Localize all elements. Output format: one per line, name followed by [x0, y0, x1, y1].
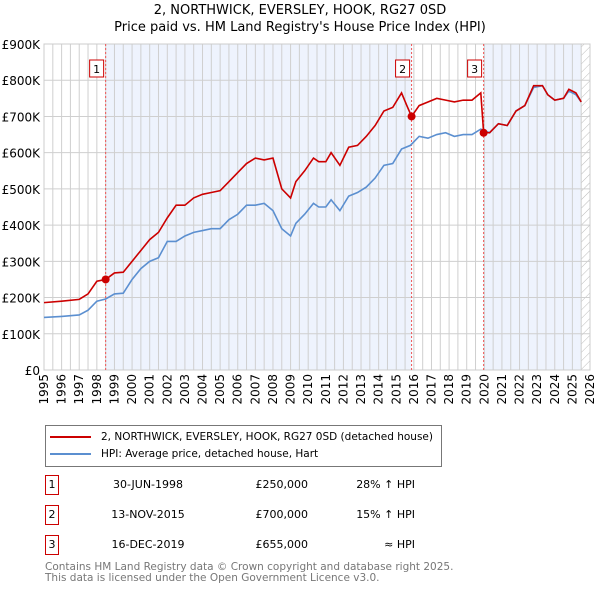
sale-point — [101, 275, 110, 284]
sale-point — [407, 112, 416, 121]
x-tick-label: 2008 — [266, 374, 280, 405]
sale-row: 2 13-NOV-2015 £700,000 15% ↑ HPI — [45, 505, 465, 527]
x-tick-label: 2001 — [143, 374, 157, 405]
sale-label-box — [467, 59, 483, 78]
y-tick-label: £100K — [2, 328, 42, 342]
y-tick-label: £800K — [2, 74, 42, 88]
x-tick-label: 2014 — [372, 374, 386, 405]
sale-price: £655,000 — [255, 538, 309, 551]
licence-notice: This data is licensed under the Open Gov… — [45, 572, 380, 584]
x-tick-label: 2025 — [565, 374, 579, 405]
x-tick-label: 1995 — [37, 374, 51, 405]
sale-number-badge: 3 — [45, 535, 59, 555]
x-tick-label: 2018 — [442, 374, 456, 405]
x-tick-label: 2007 — [248, 374, 262, 405]
sale-number-badge: 1 — [45, 475, 59, 495]
x-tick-label: 2017 — [424, 374, 438, 405]
shaded-period — [105, 44, 412, 370]
sale-point — [479, 128, 488, 137]
sale-label-number: 3 — [471, 63, 478, 76]
x-tick-label: 2019 — [460, 374, 474, 405]
x-tick-label: 2002 — [160, 374, 174, 405]
plot-border — [43, 43, 591, 371]
sale-hpi-comparison: 15% ↑ HPI — [356, 508, 415, 521]
sale-row: 1 30-JUN-1998 £250,000 28% ↑ HPI — [45, 475, 465, 497]
shaded-period — [483, 44, 582, 370]
sale-date: 16-DEC-2019 — [111, 538, 185, 551]
x-tick-label: 1996 — [55, 374, 69, 405]
x-tick-label: 2023 — [530, 374, 544, 405]
x-tick-label: 2010 — [301, 374, 315, 405]
x-tick-label: 2005 — [213, 374, 227, 405]
sale-date: 30-JUN-1998 — [112, 478, 184, 491]
property-price-line — [43, 84, 582, 304]
chart-title: 2, NORTHWICK, EVERSLEY, HOOK, RG27 0SD — [153, 3, 447, 18]
legend-item-hpi: HPI: Average price, detached house, Hart — [50, 446, 318, 462]
sale-price: £250,000 — [255, 478, 309, 491]
forecast-hatch — [581, 44, 590, 370]
y-tick-label: £400K — [2, 219, 42, 233]
x-tick-label: 2006 — [231, 374, 245, 405]
sale-price: £700,000 — [255, 508, 309, 521]
x-tick-label: 2016 — [407, 374, 421, 405]
x-tick-label: 1998 — [90, 374, 104, 405]
x-tick-label: 2024 — [548, 374, 562, 405]
chart-subtitle: Price paid vs. HM Land Registry's House … — [114, 20, 486, 35]
sale-hpi-comparison: ≈ HPI — [384, 538, 415, 551]
x-tick-label: 2012 — [336, 374, 350, 405]
y-tick-label: £600K — [2, 147, 42, 161]
y-tick-label: £300K — [2, 255, 42, 269]
blue-line-swatch — [50, 453, 91, 455]
x-tick-label: 2000 — [125, 374, 139, 405]
sale-number-badge: 2 — [45, 505, 59, 525]
sale-label-box — [395, 59, 411, 78]
x-tick-label: 1997 — [72, 374, 86, 405]
red-line-swatch — [50, 436, 91, 438]
x-tick-label: 2026 — [583, 374, 597, 405]
sale-row: 3 16-DEC-2019 £655,000 ≈ HPI — [45, 535, 465, 557]
y-tick-label: £700K — [2, 110, 42, 124]
sale-label-number: 2 — [399, 63, 406, 76]
x-tick-label: 2021 — [495, 374, 509, 405]
legend: 2, NORTHWICK, EVERSLEY, HOOK, RG27 0SD (… — [45, 425, 442, 467]
legend-item-property: 2, NORTHWICK, EVERSLEY, HOOK, RG27 0SD (… — [50, 429, 433, 445]
x-tick-label: 2022 — [513, 374, 527, 405]
x-tick-label: 1999 — [107, 374, 121, 405]
y-tick-label: £200K — [2, 292, 42, 306]
sale-label-number: 1 — [93, 63, 100, 76]
sale-date: 13-NOV-2015 — [111, 508, 185, 521]
legend-label: HPI: Average price, detached house, Hart — [101, 448, 319, 460]
sale-hpi-comparison: 28% ↑ HPI — [356, 478, 415, 491]
legend-label: 2, NORTHWICK, EVERSLEY, HOOK, RG27 0SD (… — [101, 431, 433, 443]
sale-label-box — [89, 59, 105, 78]
price-chart: £0 £100K £200K £300K £400K £500K £600K £700K £80… — [2, 38, 597, 405]
x-tick-label: 2015 — [389, 374, 403, 405]
y-tick-label: £500K — [2, 183, 42, 197]
x-tick-label: 2020 — [477, 374, 491, 405]
x-tick-label: 2003 — [178, 374, 192, 405]
x-tick-label: 2013 — [354, 374, 368, 405]
x-tick-label: 2011 — [319, 374, 333, 405]
y-tick-label: £900K — [2, 38, 42, 52]
copyright-notice: Contains HM Land Registry data © Crown c… — [45, 561, 454, 573]
x-tick-label: 2009 — [284, 374, 298, 405]
y-tick-label: £0 — [25, 364, 40, 378]
x-tick-label: 2004 — [196, 374, 210, 405]
